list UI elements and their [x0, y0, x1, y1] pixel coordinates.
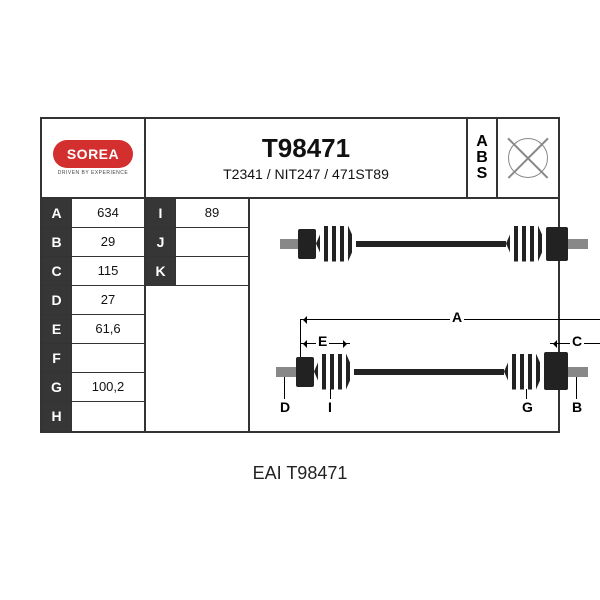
spec-row: J: [146, 228, 248, 257]
spec-row: C115: [42, 257, 144, 286]
spec-val: 100,2: [72, 373, 144, 401]
spec-row: B29: [42, 228, 144, 257]
spec-val: 27: [72, 286, 144, 314]
spec-table-right: I89 J K: [146, 199, 250, 431]
spec-key: K: [146, 257, 176, 285]
spec-table-left: A634 B29 C115 D27 E61,6 F G100,2 H: [42, 199, 146, 431]
spec-key: H: [42, 402, 72, 431]
dim-label-b: B: [570, 399, 584, 415]
dim-label-a: A: [450, 309, 464, 325]
dim-label-d: D: [278, 399, 292, 415]
abs-label: A B S: [468, 119, 498, 197]
abs-icon-cell: [498, 119, 558, 197]
abs-disc-icon: [508, 138, 548, 178]
brand-logo: SOREA: [53, 140, 133, 168]
spec-key: J: [146, 228, 176, 256]
spec-key: D: [42, 286, 72, 314]
spec-val: [72, 402, 144, 431]
spec-val: 61,6: [72, 315, 144, 343]
spec-key: C: [42, 257, 72, 285]
spec-row: A634: [42, 199, 144, 228]
footer-brand: EAI: [253, 463, 282, 483]
spec-val: [176, 257, 248, 285]
shaft-illustration-bottom: A E C D I: [270, 319, 600, 409]
body-row: A634 B29 C115 D27 E61,6 F G100,2 H I89 J…: [42, 199, 558, 431]
spec-row: E61,6: [42, 315, 144, 344]
abs-b: B: [476, 150, 488, 166]
spec-val: 115: [72, 257, 144, 285]
spec-key: B: [42, 228, 72, 256]
spec-key: F: [42, 344, 72, 372]
diagram-cell: A E C D I: [250, 199, 558, 431]
spec-key: G: [42, 373, 72, 401]
footer-code: T98471: [286, 463, 347, 483]
abs-s: S: [477, 166, 488, 182]
brand-cell: SOREA DRIVEN BY EXPERIENCE: [42, 119, 146, 197]
spec-val: 634: [72, 199, 144, 227]
alt-numbers: T2341 / NIT247 / 471ST89: [223, 166, 389, 182]
footer: EAI T98471: [253, 463, 348, 484]
dim-label-c: C: [570, 333, 584, 349]
spec-key: A: [42, 199, 72, 227]
dim-label-g: G: [520, 399, 535, 415]
spec-row: G100,2: [42, 373, 144, 402]
brand-tagline: DRIVEN BY EXPERIENCE: [53, 170, 133, 176]
spec-key: E: [42, 315, 72, 343]
spec-val: [72, 344, 144, 372]
part-number: T98471: [262, 133, 350, 164]
spec-val: 89: [176, 199, 248, 227]
spec-row: I89: [146, 199, 248, 228]
spec-val: 29: [72, 228, 144, 256]
spec-row: D27: [42, 286, 144, 315]
abs-a: A: [476, 134, 488, 150]
title-cell: T98471 T2341 / NIT247 / 471ST89: [146, 119, 468, 197]
spec-key: I: [146, 199, 176, 227]
dim-label-i: I: [326, 399, 334, 415]
header-row: SOREA DRIVEN BY EXPERIENCE T98471 T2341 …: [42, 119, 558, 199]
spec-row: K: [146, 257, 248, 286]
dim-label-e: E: [316, 333, 329, 349]
spec-row: F: [42, 344, 144, 373]
spec-card: SOREA DRIVEN BY EXPERIENCE T98471 T2341 …: [40, 117, 560, 433]
spec-row: H: [42, 402, 144, 431]
shaft-illustration-top: [280, 219, 600, 269]
spec-table-filler: [146, 286, 248, 431]
spec-val: [176, 228, 248, 256]
